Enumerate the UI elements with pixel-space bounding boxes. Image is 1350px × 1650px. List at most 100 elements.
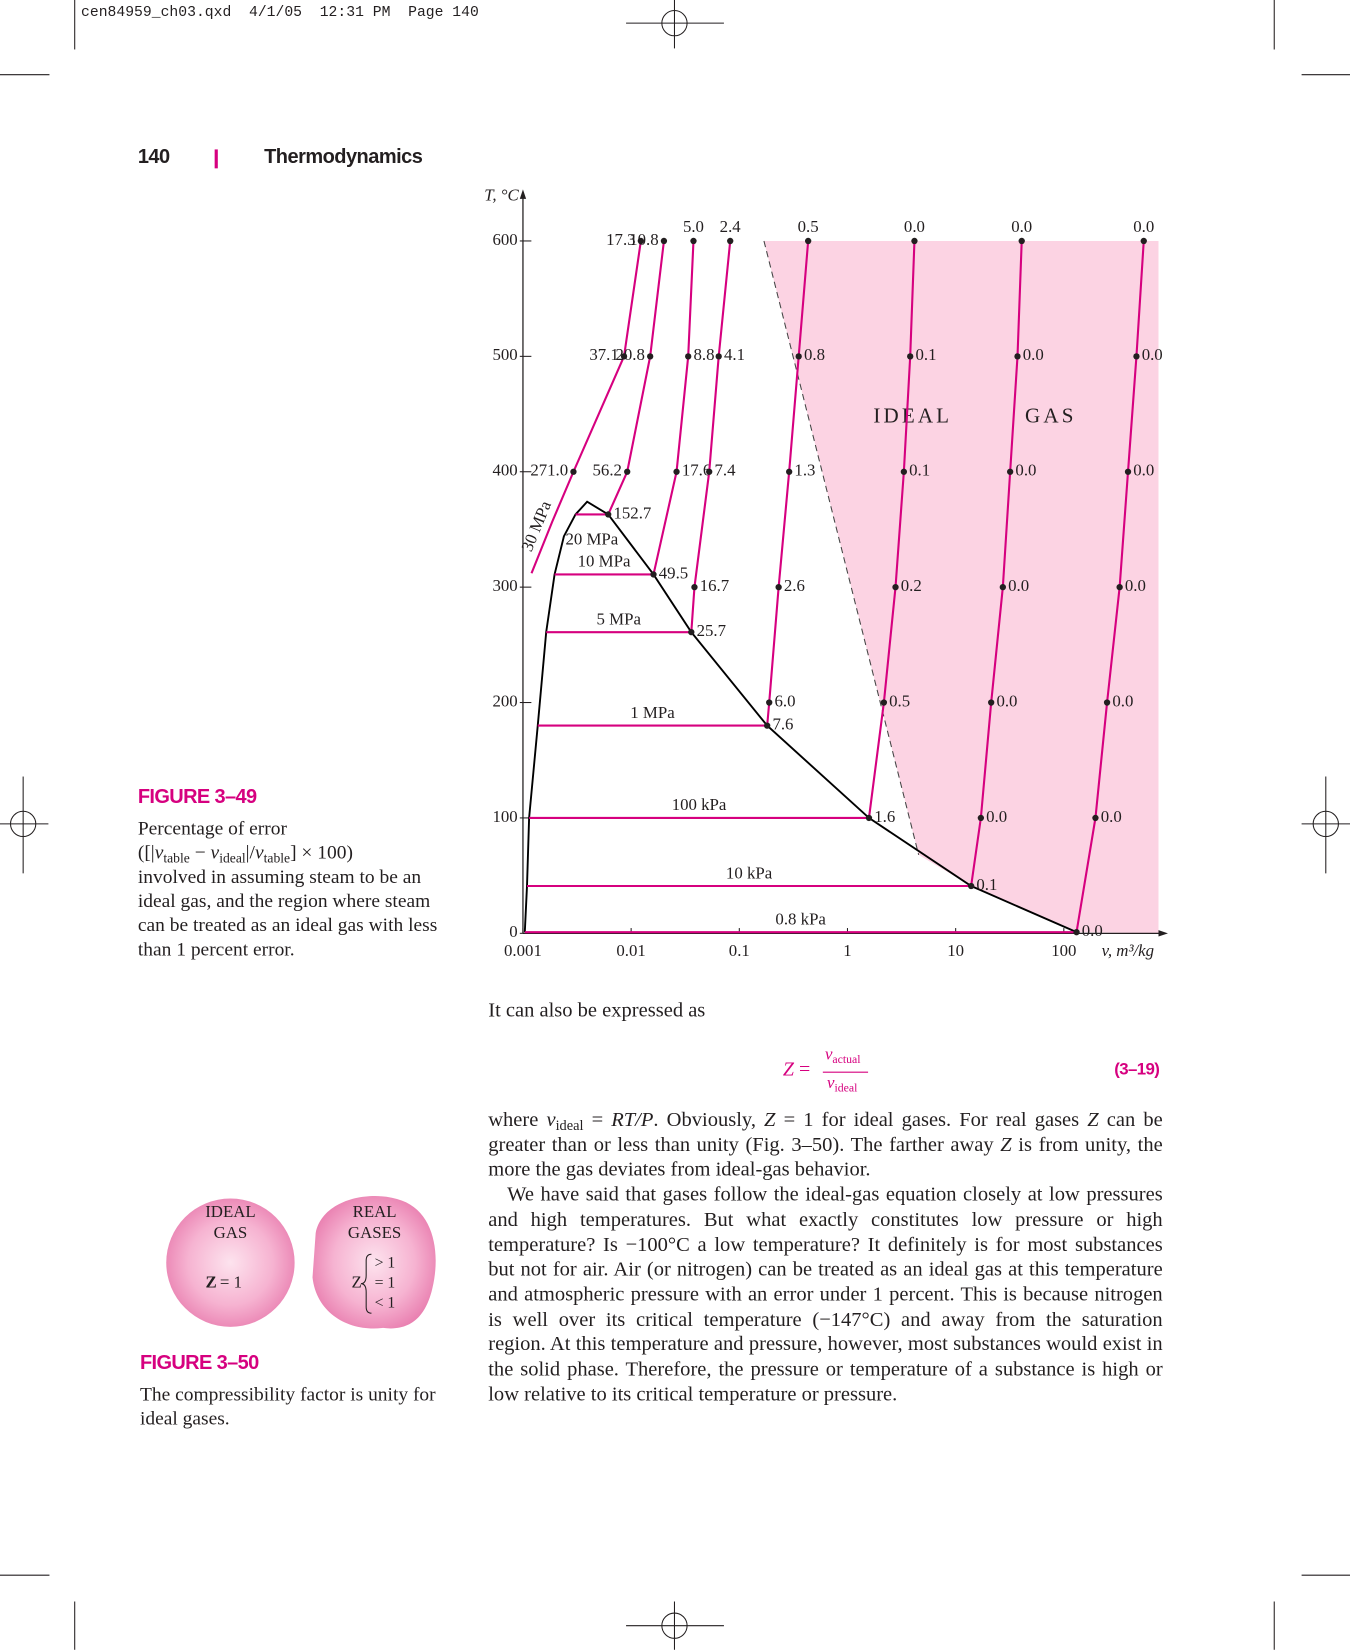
file-slug: cen84959_ch03.qxd 4/1/05 12:31 PM Page 1… [81,4,479,22]
isobar [554,240,695,576]
caption-text: involved in assuming steam to be an idea… [137,867,438,961]
data-point [900,468,908,475]
equation-denominator: videal [827,1074,858,1095]
intro-line: It can also be expressed as [488,999,706,1022]
error-label: 25.7 [697,621,726,640]
error-label: 0.1 [909,461,930,480]
data-point [1133,353,1140,360]
caption-subscript: table [263,850,291,866]
error-label: 16.7 [700,576,729,595]
ideal-gas-region [763,240,1159,934]
figure-caption: Percentage of error ([|vtable − videal|/… [138,818,445,963]
isobar [527,240,1023,888]
error-label: 6.0 [774,691,795,710]
data-point [673,468,680,475]
data-point [727,237,734,245]
data-point [1006,468,1014,475]
x-tick-label: 0.01 [616,941,645,960]
error-label: 7.4 [714,461,736,480]
y-tick-label: 600 [492,230,517,249]
error-label: 1.3 [794,461,815,480]
eq-subscript: actual [832,1053,861,1067]
caption-text: ([| [137,842,155,864]
x-axis-label: v, m³/kg [1102,941,1154,960]
equation-number: (3–19) [1114,1060,1160,1079]
data-point [999,583,1006,591]
data-point [1124,468,1132,475]
symbol: Z [1087,1109,1099,1132]
error-label: 271.0 [530,461,568,480]
data-point [1140,237,1147,245]
isobar-label: 1 MPa [630,703,675,722]
data-point [691,583,698,591]
data-point [706,468,713,475]
text-run: = [583,1109,612,1132]
data-point [977,814,985,822]
one-percent-boundary [763,240,920,855]
text-run: . Obviously, [653,1109,765,1132]
z-relation: = 1 [220,1273,242,1292]
y-tick-label: 100 [492,807,517,826]
data-point [1103,699,1111,706]
z-case: < 1 [375,1294,396,1311]
error-label: 0.0 [1082,921,1103,940]
bubble-title: REAL [353,1202,397,1221]
data-point [570,468,577,475]
text-run: is from unity, the more the gas deviates… [488,1133,1163,1182]
caption-text: − [189,842,211,864]
caption-symbol: v [210,842,220,864]
data-point [892,583,899,591]
error-label: 37.1 [589,345,618,364]
data-point [988,699,995,706]
bubble-title: GAS [214,1223,248,1242]
body-text: where videal = RT/P. Obviously, Z = 1 fo… [488,1108,1162,1407]
error-label: 8.8 [693,345,714,364]
error-label: 0.0 [1011,217,1032,236]
brace [360,1253,372,1314]
z-symbol: Z [352,1273,362,1292]
y-axis-arrow [519,189,527,199]
isobar-label: 20 MPa [565,530,618,549]
eq-subscript: ideal [834,1082,858,1095]
data-point [795,353,802,360]
bubble-title: IDEAL [205,1202,255,1221]
error-label: 0.0 [1023,345,1044,364]
z-case: = 1 [375,1274,396,1291]
data-point [620,353,628,360]
bubble-title: GASES [348,1223,401,1242]
x-tick-label: 0.1 [729,941,750,960]
data-point [624,468,631,475]
error-label: 4.1 [724,345,745,364]
x-tick-label: 100 [1051,941,1076,960]
data-point [865,814,873,822]
error-label: 0.0 [1125,576,1146,595]
caption-symbol: v [154,842,164,864]
isobar [530,240,642,574]
error-label: 2.6 [784,576,805,595]
data-point [1092,814,1099,822]
error-label: 0.1 [915,345,936,364]
z-case: > 1 [375,1254,396,1271]
text-run: = 1 for ideal gases. For real gases [775,1109,1088,1132]
saturation-dome [523,500,1077,934]
symbol: v [546,1109,556,1132]
figure-label: FIGURE 3–50 [139,1352,259,1375]
isobar-label: 10 MPa [578,552,631,571]
isobar-label: 100 kPa [672,795,727,814]
error-label: 0.2 [901,576,922,595]
error-label: 0.1 [976,875,997,894]
error-label: 0.5 [889,691,910,710]
isobar [546,240,732,634]
paragraph: where videal = RT/P. Obviously, Z = 1 fo… [488,1108,1162,1183]
error-label: 10.8 [629,230,658,249]
caption-subscript: table [163,850,190,866]
eq-symbol: v [824,1045,833,1064]
header-rule [214,149,218,169]
y-tick-label: 400 [492,461,517,480]
data-point [805,237,812,245]
error-label: 5.0 [683,217,704,236]
